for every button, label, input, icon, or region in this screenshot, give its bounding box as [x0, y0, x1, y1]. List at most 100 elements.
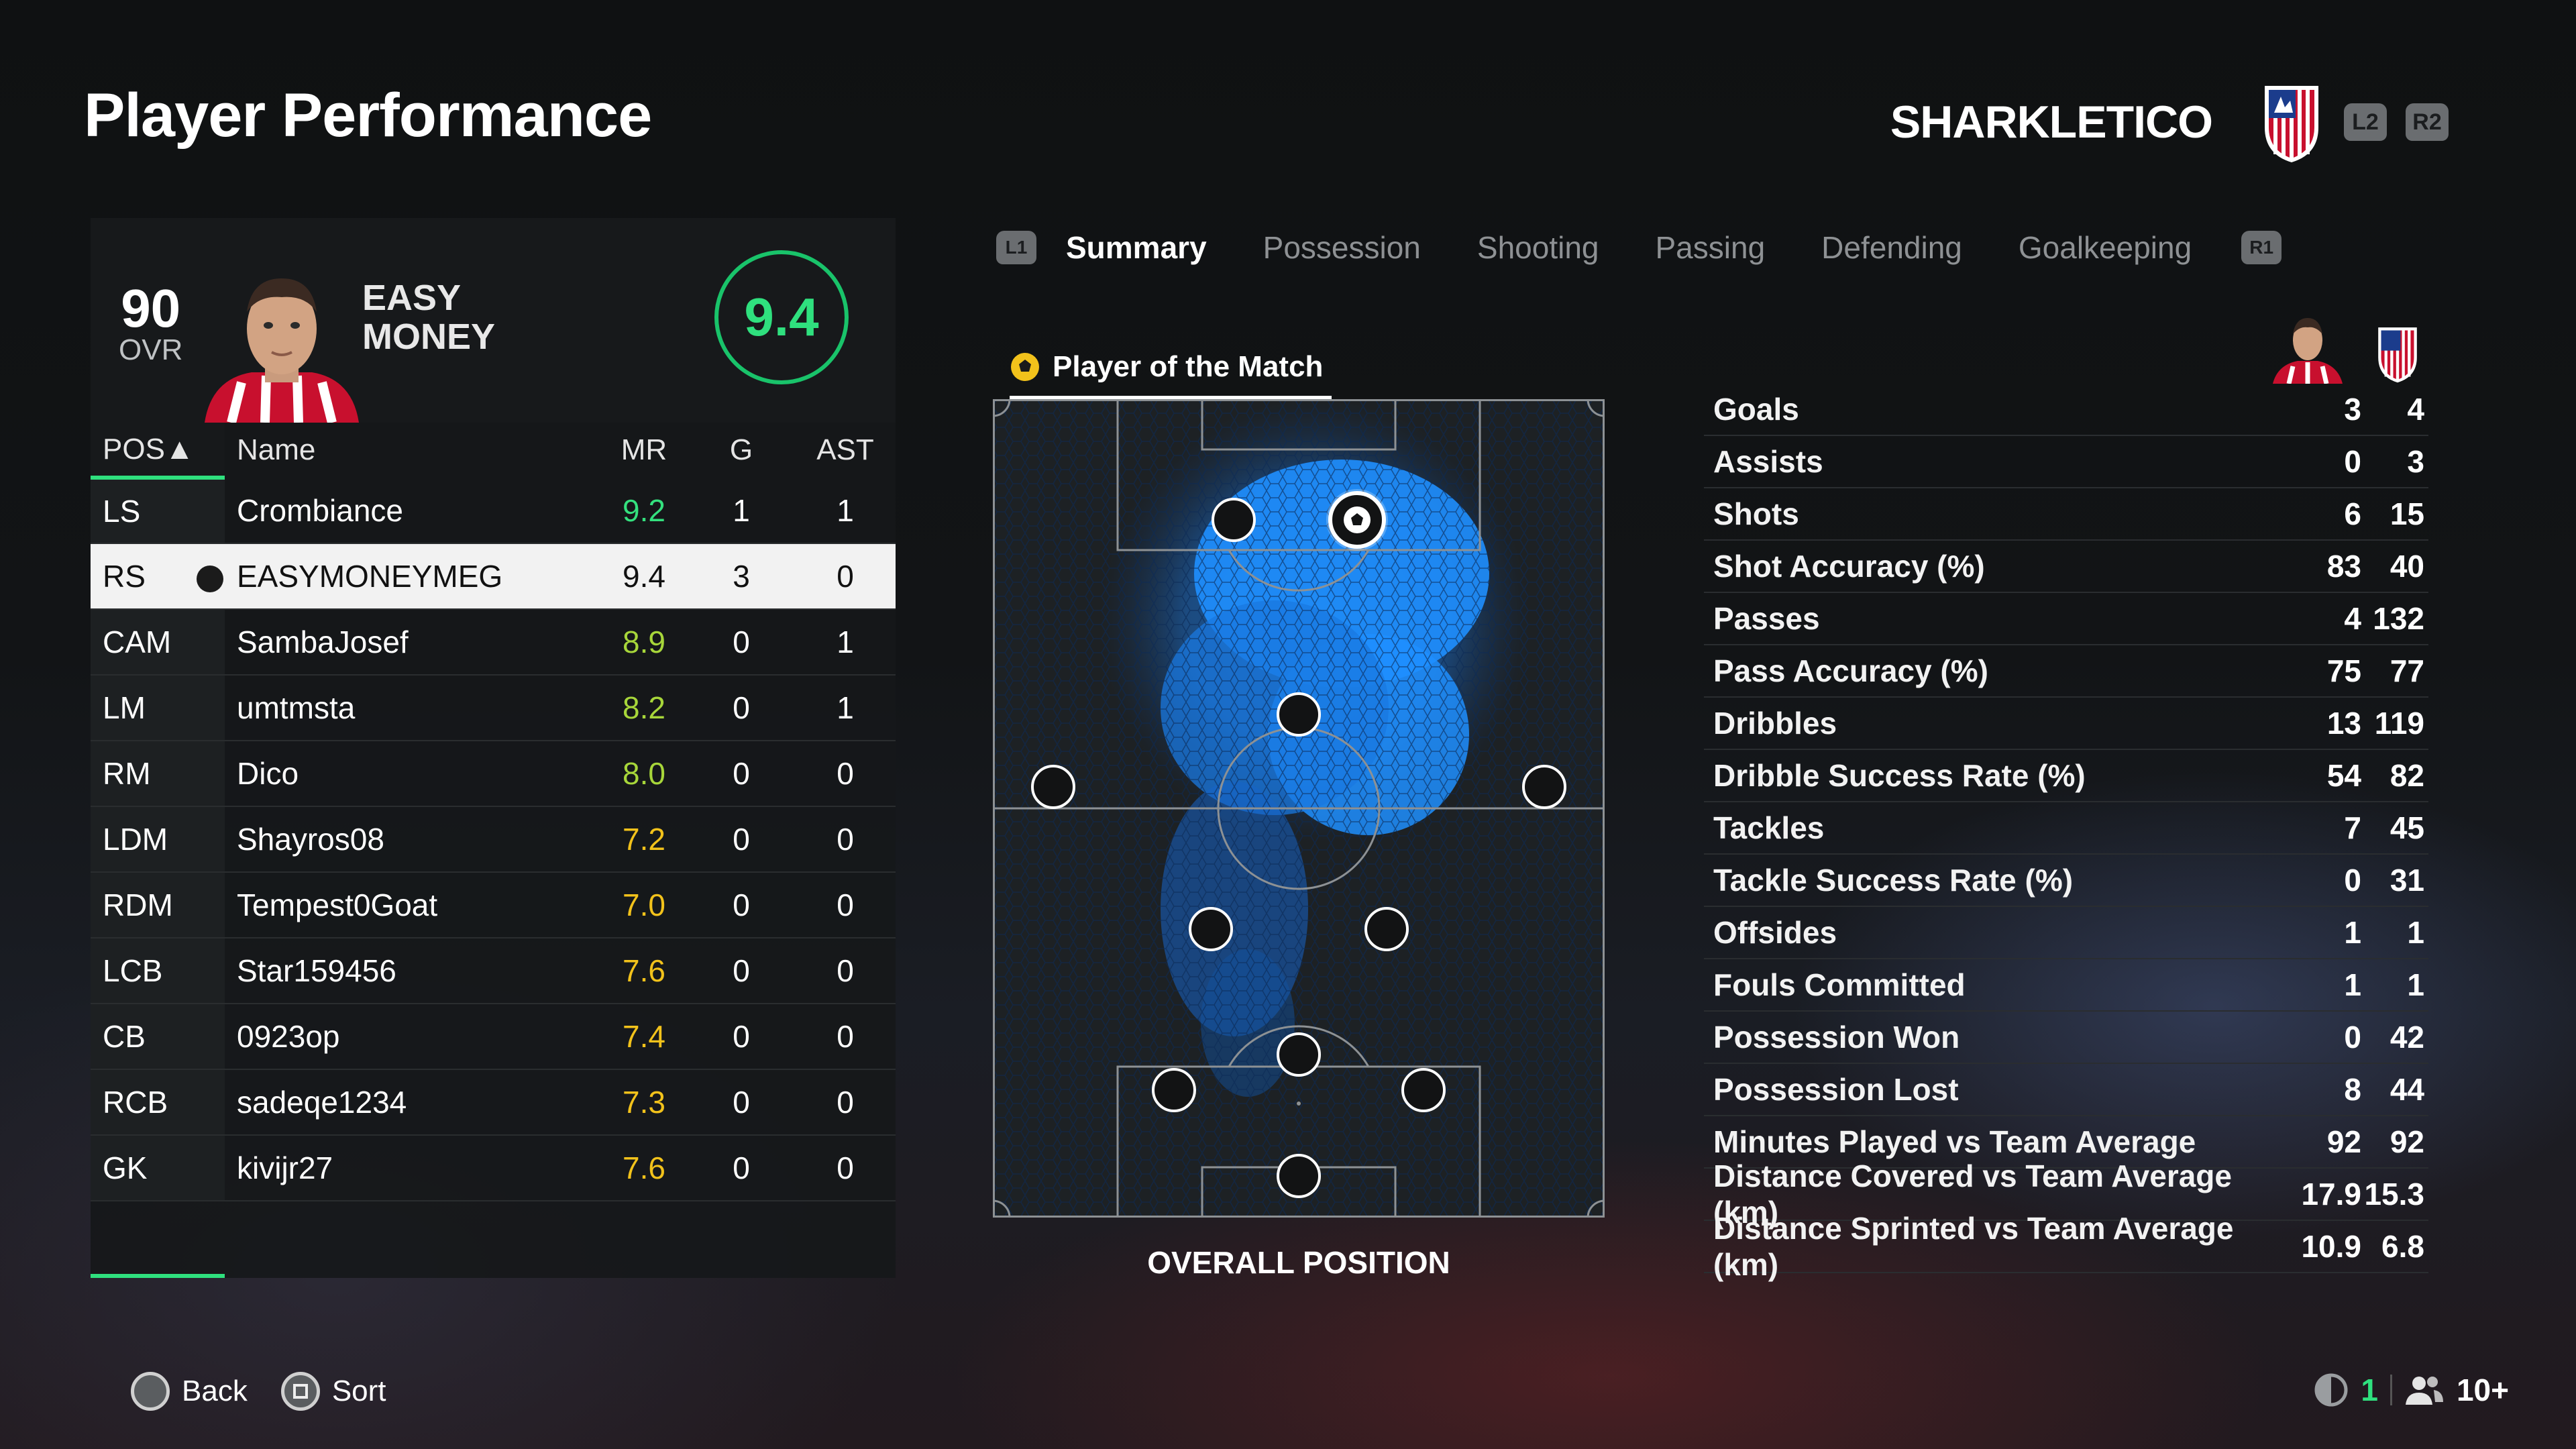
- marker-lcb: [1152, 1068, 1196, 1112]
- player-position: GK: [91, 1135, 225, 1201]
- stat-row: Possession Lost 8 44: [1704, 1064, 2428, 1116]
- player-assists-text: 0: [837, 953, 854, 988]
- player-assists: 0: [795, 1004, 896, 1070]
- player-match-rating: 7.6: [600, 1135, 688, 1201]
- stat-row: Goals 3 4: [1704, 384, 2428, 436]
- stat-player-value: 10.9: [2301, 1229, 2361, 1264]
- player-avatar-icon: [2273, 318, 2343, 384]
- sort-pos-header[interactable]: POS▲: [91, 423, 225, 480]
- club-crest-icon: [2265, 86, 2318, 162]
- prev-tab-button[interactable]: L1: [996, 231, 1036, 264]
- player-row-name-text: Dico: [237, 756, 299, 791]
- stat-label: Dribble Success Rate (%): [1713, 758, 2086, 793]
- player-assists: 0: [795, 872, 896, 938]
- mr-header[interactable]: MR: [621, 433, 667, 466]
- stat-label: Tackles: [1713, 810, 1825, 845]
- marker-cam: [1277, 692, 1321, 737]
- player-position-text: CAM: [103, 625, 172, 659]
- table-row[interactable]: RCB sadeqe1234 7.3 0 0: [91, 1069, 896, 1136]
- next-club-button[interactable]: R2: [2406, 103, 2449, 141]
- table-row[interactable]: LDM Shayros08 7.2 0 0: [91, 806, 896, 873]
- stat-row: Minutes Played vs Team Average 92 92: [1704, 1116, 2428, 1169]
- stat-player-value: 75: [2326, 653, 2361, 688]
- stat-team-value: 42: [2390, 1020, 2424, 1055]
- stat-row: Fouls Committed 1 1: [1704, 959, 2428, 1012]
- table-row[interactable]: LCB Star159456 7.6 0 0: [91, 938, 896, 1004]
- players-online-icon: [2405, 1377, 2443, 1405]
- player-goals: 0: [688, 806, 795, 873]
- stat-player-value: 0: [2344, 863, 2361, 898]
- table-row[interactable]: RDM Tempest0Goat 7.0 0 0: [91, 872, 896, 938]
- stat-row: Tackles 7 45: [1704, 802, 2428, 855]
- club-name: SHARKLETICO: [1890, 97, 2213, 148]
- player-match-rating-text: 9.4: [623, 559, 665, 594]
- tab-goalkeeping[interactable]: Goalkeeping: [2018, 230, 2192, 265]
- stat-label: Fouls Committed: [1713, 967, 1966, 1002]
- table-row[interactable]: RS EASYMONEYMEG 9.4 3 0: [91, 543, 896, 610]
- table-row[interactable]: CAM SambaJosef 8.9 0 1: [91, 609, 896, 676]
- table-row[interactable]: LM umtmsta 8.2 0 1: [91, 675, 896, 741]
- stat-label: Minutes Played vs Team Average: [1713, 1124, 2196, 1159]
- stats-list: Goals 3 4 Assists 0 3 Shots 6 15 Shot Accuracy (%…: [1704, 384, 2428, 1282]
- player-match-rating-text: 7.0: [623, 888, 665, 922]
- player-assists: 0: [795, 543, 896, 610]
- stat-team-value: 92: [2390, 1124, 2424, 1159]
- table-row[interactable]: LS Crombiance 9.2 1 1: [91, 478, 896, 544]
- player-row-name-text: sadeqe1234: [237, 1085, 407, 1120]
- stats-column-icons: [2267, 310, 2422, 384]
- tab-defending[interactable]: Defending: [1821, 230, 1962, 265]
- marker-rm: [1522, 765, 1566, 809]
- circle-button-icon: [131, 1372, 170, 1411]
- player-portrait: [205, 278, 359, 423]
- back-button[interactable]: Back: [131, 1372, 248, 1411]
- tab-shooting[interactable]: Shooting: [1477, 230, 1599, 265]
- stat-team-value: 15.3: [2364, 1177, 2424, 1212]
- player-match-rating-text: 7.2: [623, 822, 665, 857]
- stat-team-value: 77: [2390, 653, 2424, 688]
- player-goals-text: 0: [733, 1019, 750, 1054]
- player-position: CB: [91, 1004, 225, 1070]
- player-match-rating: 7.3: [600, 1069, 688, 1136]
- table-row[interactable]: GK kivijr27 7.6 0 0: [91, 1135, 896, 1201]
- award-underline: [1010, 396, 1332, 400]
- player-row-name: Star159456: [225, 938, 600, 1004]
- table-row[interactable]: RM Dico 8.0 0 0: [91, 741, 896, 807]
- player-match-rating-text: 7.6: [623, 953, 665, 988]
- prev-club-button[interactable]: L2: [2344, 103, 2387, 141]
- player-position: RDM: [91, 872, 225, 938]
- tab-summary[interactable]: Summary: [1066, 230, 1207, 265]
- stat-team-value: 15: [2390, 496, 2424, 531]
- player-goals-text: 0: [733, 756, 750, 791]
- player-row-name-text: umtmsta: [237, 690, 356, 725]
- player-match-rating: 8.2: [600, 675, 688, 741]
- table-row[interactable]: CB 0923op 7.4 0 0: [91, 1004, 896, 1070]
- assists-header[interactable]: AST: [816, 433, 874, 466]
- player-assists: 0: [795, 806, 896, 873]
- stat-team-value: 1: [2407, 967, 2424, 1002]
- stat-label: Possession Lost: [1713, 1072, 1959, 1107]
- player-position-text: LDM: [103, 822, 168, 857]
- tab-passing[interactable]: Passing: [1655, 230, 1766, 265]
- stat-row: Passes 4 132: [1704, 593, 2428, 645]
- page-title: Player Performance: [84, 81, 652, 150]
- player-assists-text: 0: [837, 1085, 854, 1120]
- tab-possession[interactable]: Possession: [1263, 230, 1421, 265]
- stat-team-value: 119: [2374, 706, 2424, 741]
- player-goals: 1: [688, 478, 795, 544]
- next-tab-button[interactable]: R1: [2241, 231, 2282, 264]
- player-goals: 0: [688, 872, 795, 938]
- sort-button[interactable]: Sort: [280, 1372, 386, 1411]
- pitch-caption: OVERALL POSITION: [1147, 1245, 1450, 1280]
- player-match-rating-text: 7.3: [623, 1085, 665, 1120]
- player-match-rating-text: 9.2: [623, 492, 665, 528]
- player-match-rating: 7.4: [600, 1004, 688, 1070]
- stat-player-value: 0: [2344, 1020, 2361, 1055]
- goals-header[interactable]: G: [729, 433, 753, 466]
- player-match-rating: 8.9: [600, 609, 688, 676]
- name-header[interactable]: Name: [237, 433, 316, 466]
- stat-player-value: 83: [2326, 549, 2361, 584]
- stat-player-value: 13: [2326, 706, 2361, 741]
- marker-ldm: [1189, 907, 1233, 951]
- player-row-name: kivijr27: [225, 1135, 600, 1201]
- player-assists-text: 0: [837, 822, 854, 857]
